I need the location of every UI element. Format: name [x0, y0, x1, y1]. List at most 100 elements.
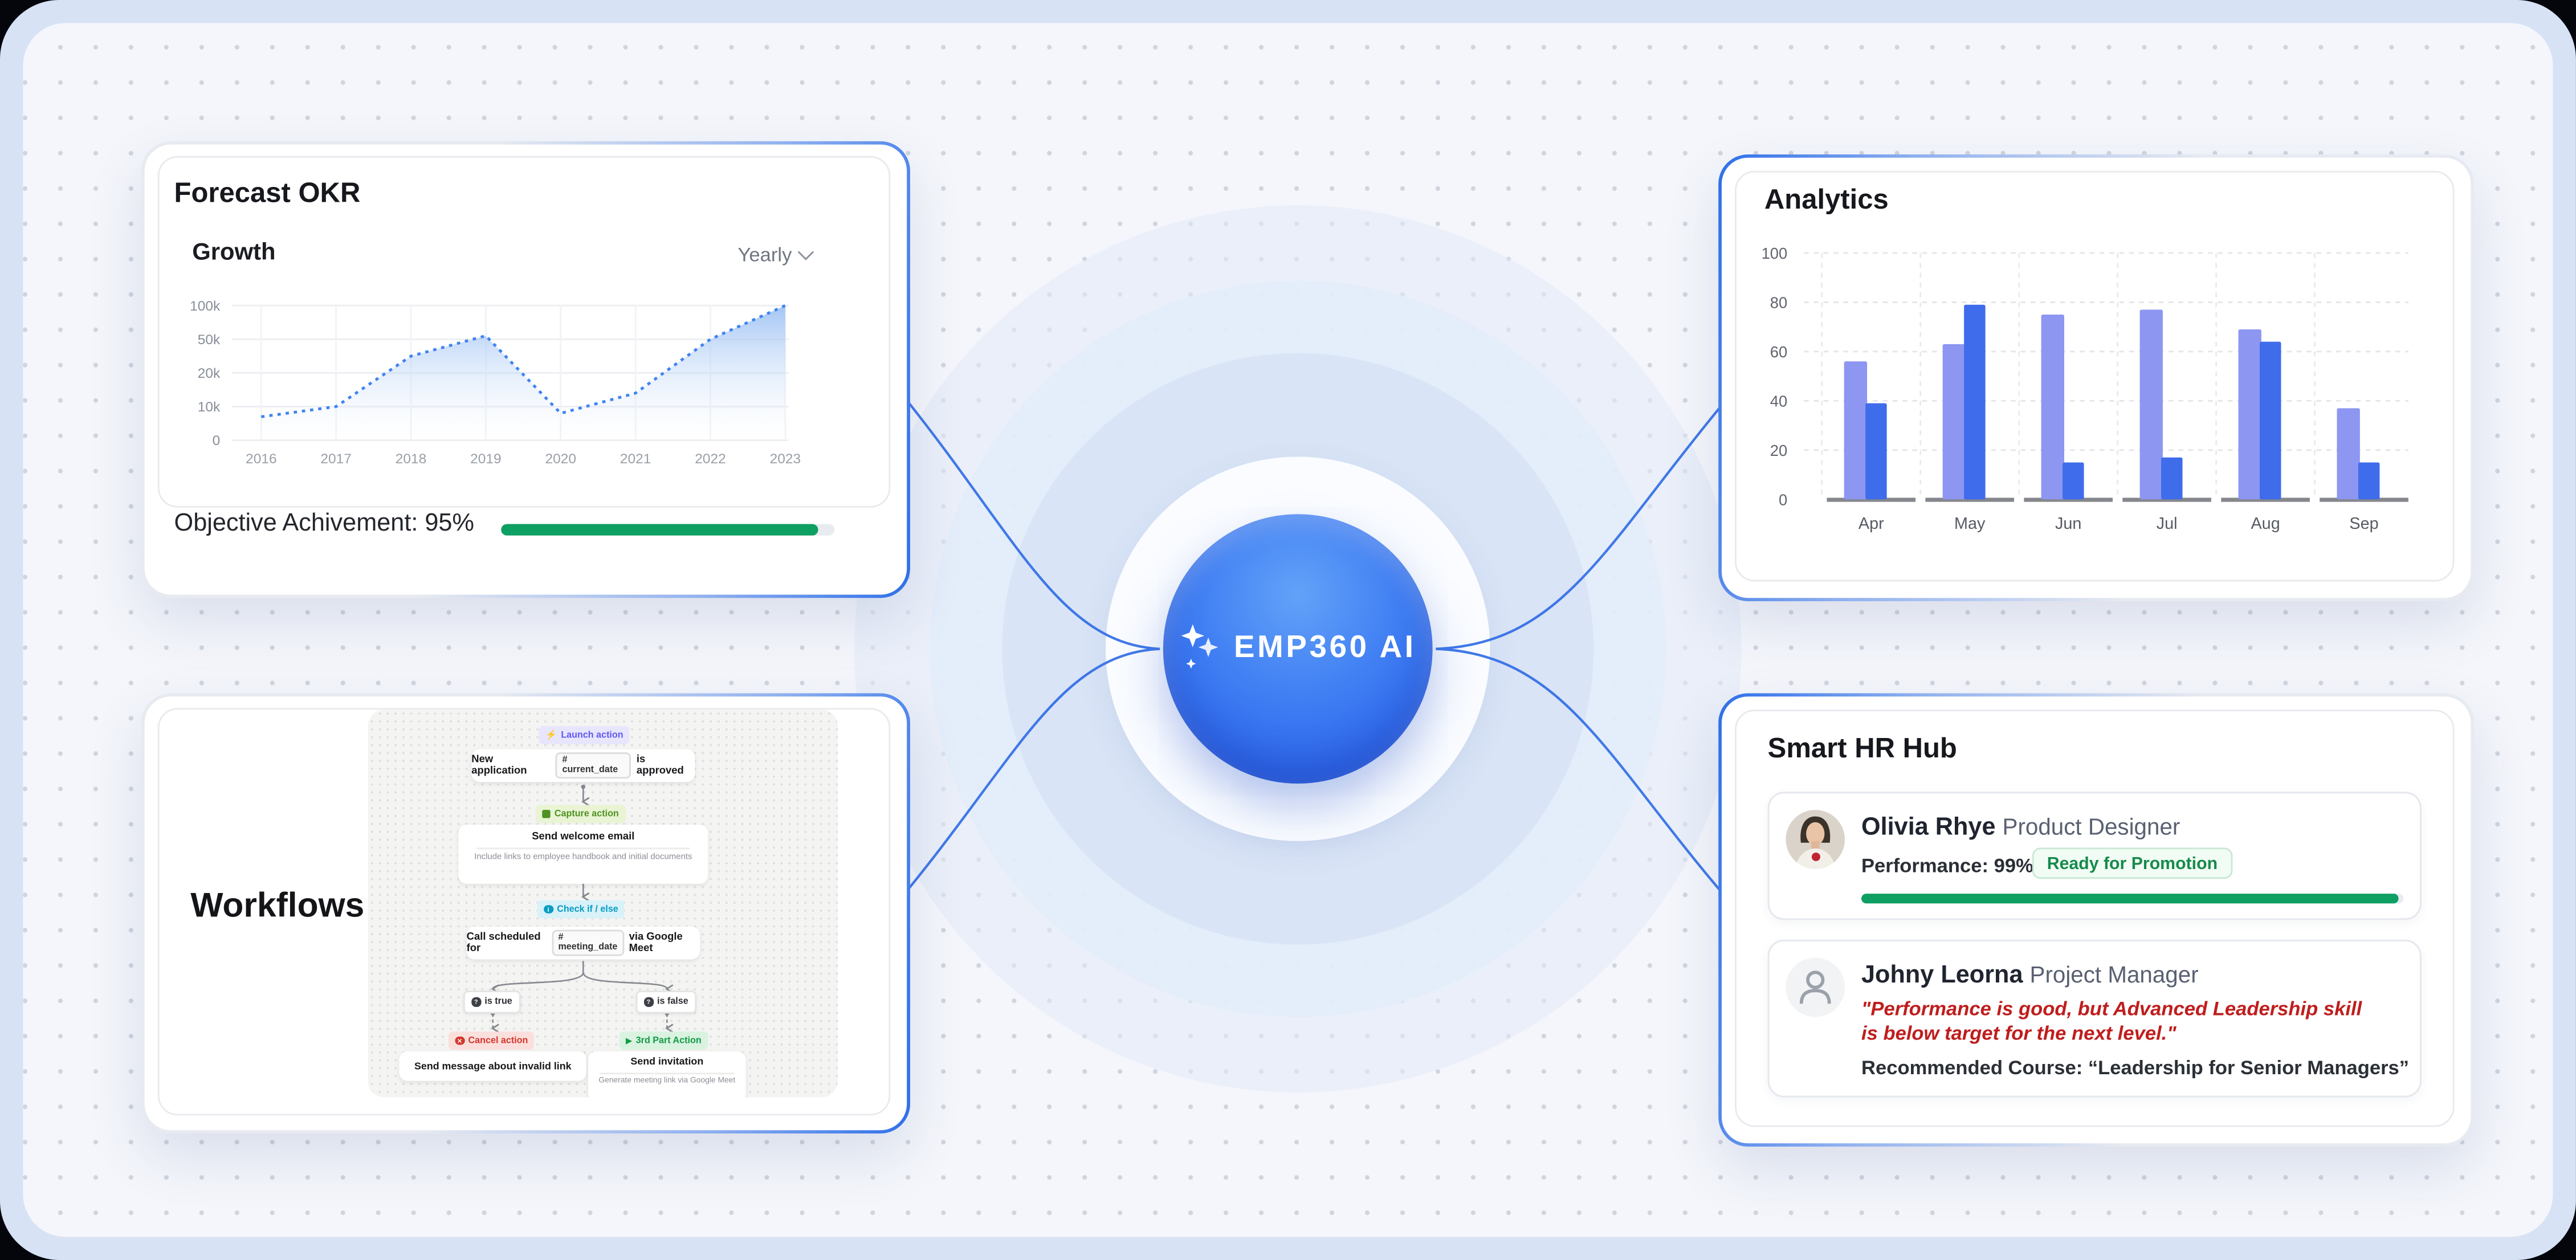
third-badge-label: 3rd Part Action	[635, 1035, 702, 1046]
svg-text:Jun: Jun	[2055, 515, 2081, 533]
svg-text:20: 20	[1770, 442, 1787, 459]
workflows-inner-panel	[157, 708, 891, 1116]
svg-text:0: 0	[213, 433, 221, 448]
is-false-pill: ? is false	[635, 990, 697, 1014]
svg-text:2023: 2023	[770, 451, 801, 467]
okr-progress-fill	[501, 524, 818, 536]
recommended-course: Recommended Course: “Leadership for Seni…	[1861, 1056, 2410, 1079]
performance-warning-note: "Performance is good, but Advanced Leade…	[1861, 997, 2362, 1046]
invalid-link-node: Send message about invalid link	[399, 1051, 587, 1081]
sparkles-icon	[1181, 624, 1218, 669]
invalid-link-label: Send message about invalid link	[414, 1060, 572, 1072]
svg-text:20k: 20k	[198, 366, 221, 381]
trigger-node: New application # current_date is approv…	[471, 749, 695, 782]
svg-text:50k: 50k	[198, 332, 221, 348]
growth-area-chart: 0 10k 20k 50k 100k 2016 2017 2018 2019 2020 2021 20…	[177, 292, 808, 476]
launch-action-badge: ⚡ Launch action	[539, 726, 630, 744]
invitation-node-title: Send invitation	[630, 1056, 704, 1068]
svg-text:2020: 2020	[545, 451, 577, 467]
svg-text:2021: 2021	[620, 451, 651, 467]
hr-inner-panel	[1735, 709, 2455, 1127]
employee-role: Product Designer	[2002, 813, 2180, 840]
employee-name: Olivia Rhye Product Designer	[1861, 813, 2180, 841]
emp360-ai-hub: EMP360 AI	[1163, 514, 1433, 784]
svg-text:100k: 100k	[190, 299, 221, 314]
capture-action-badge: Capture action	[535, 805, 626, 823]
current-date-chip: # current_date	[555, 752, 632, 779]
hr-card-title: Smart HR Hub	[1767, 732, 1957, 764]
employee-role: Project Manager	[2029, 961, 2199, 988]
svg-text:2016: 2016	[246, 451, 277, 467]
cancel-action-badge: ✕ Cancel action	[448, 1031, 535, 1050]
ready-for-promotion-badge: Ready for Promotion	[2032, 847, 2233, 879]
node-divider	[599, 1071, 735, 1074]
svg-text:May: May	[1954, 515, 1986, 533]
analytics-bar-chart: 0 20 40 60 80 100 Apr May Jun Jul Aug Sep	[1738, 223, 2435, 552]
node-divider	[475, 846, 691, 849]
avatar-olivia	[1786, 810, 1845, 869]
call-text-post: via Google Meet	[629, 931, 683, 955]
email-node-title: Send welcome email	[532, 831, 635, 843]
meeting-date-chip: # meeting_date	[551, 929, 624, 956]
employee-card-olivia: Olivia Rhye Product Designer Performance…	[1767, 792, 2422, 920]
svg-text:0: 0	[1779, 491, 1787, 508]
workflow-diagram: ⚡ Launch action New application # curren…	[368, 709, 838, 1098]
hub-label: EMP360 AI	[1234, 630, 1416, 666]
employee-card-johny: Johny Leorna Project Manager "Performanc…	[1767, 939, 2422, 1098]
smart-hr-hub-card: Smart HR Hub Olivia Rhye Product Designe…	[1718, 693, 2475, 1147]
svg-text:40: 40	[1770, 392, 1787, 410]
analytics-card-title: Analytics	[1764, 184, 1889, 215]
analytics-card: Analytics 0 20 40 60 80 100 Apr May Jun Jul Aug Sep	[1718, 154, 2475, 602]
play-icon: ▶	[626, 1035, 632, 1044]
svg-text:Apr: Apr	[1858, 515, 1884, 533]
employee-name-text: Johny Leorna	[1861, 961, 2023, 989]
chevron-down-icon	[797, 244, 814, 260]
question-icon: ?	[643, 997, 653, 1007]
cancel-icon: ✕	[455, 1036, 464, 1046]
email-node-subtitle: Include links to employee handbook and i…	[474, 853, 692, 863]
analytics-chart-panel	[1735, 170, 2455, 582]
forecast-chart-panel	[157, 156, 891, 508]
objective-achievement-label: Objective Achivement: 95%	[174, 509, 474, 537]
call-scheduled-node: Call scheduled for # meeting_date via Go…	[466, 926, 700, 960]
svg-text:Jul: Jul	[2157, 515, 2178, 533]
check-if-else-badge: i Check if / else	[537, 900, 625, 919]
svg-text:2017: 2017	[320, 451, 352, 467]
svg-text:80: 80	[1770, 293, 1787, 311]
employee-name-text: Olivia Rhye	[1861, 813, 1996, 841]
period-selector-label: Yearly	[737, 243, 792, 266]
employee-name: Johny Leorna Project Manager	[1861, 961, 2199, 989]
info-icon: i	[544, 904, 553, 914]
invitation-node-subtitle: Generate meeting link via Google Meet	[598, 1077, 736, 1086]
objective-progress-bar	[501, 524, 835, 536]
trigger-text-post: is approved	[636, 754, 684, 777]
forecast-okr-card: Forecast OKR Growth Yearly 0 10k 20k 50k 100…	[141, 141, 910, 598]
capture-badge-label: Capture action	[554, 809, 619, 819]
svg-text:2018: 2018	[396, 451, 427, 467]
is-true-pill: ? is true	[463, 990, 521, 1014]
launch-badge-label: Launch action	[561, 730, 623, 740]
is-false-label: is false	[657, 997, 688, 1008]
trigger-text-pre: New application	[471, 754, 527, 777]
svg-text:2022: 2022	[695, 451, 726, 467]
capture-icon	[542, 810, 551, 818]
cancel-badge-label: Cancel action	[468, 1035, 528, 1046]
svg-text:10k: 10k	[198, 399, 221, 415]
call-text-pre: Call scheduled for	[466, 931, 541, 955]
svg-text:100: 100	[1762, 244, 1788, 262]
third-party-action-badge: ▶ 3rd Part Action	[619, 1031, 708, 1050]
lightning-icon: ⚡	[545, 730, 557, 740]
welcome-email-node: Send welcome email Include links to empl…	[458, 825, 708, 884]
svg-text:Sep: Sep	[2349, 515, 2378, 533]
send-invitation-node: Send invitation Generate meeting link vi…	[588, 1051, 746, 1098]
workflows-card-title: Workflows	[190, 887, 365, 925]
svg-text:Aug: Aug	[2251, 515, 2280, 533]
check-badge-label: Check if / else	[557, 904, 618, 915]
is-true-label: is true	[484, 997, 512, 1008]
period-selector[interactable]: Yearly	[737, 243, 814, 266]
growth-chart-title: Growth	[192, 239, 276, 266]
performance-progress-fill	[1861, 894, 2398, 904]
avatar-placeholder-icon	[1786, 957, 1845, 1017]
workflows-card: Workflows	[141, 693, 910, 1133]
